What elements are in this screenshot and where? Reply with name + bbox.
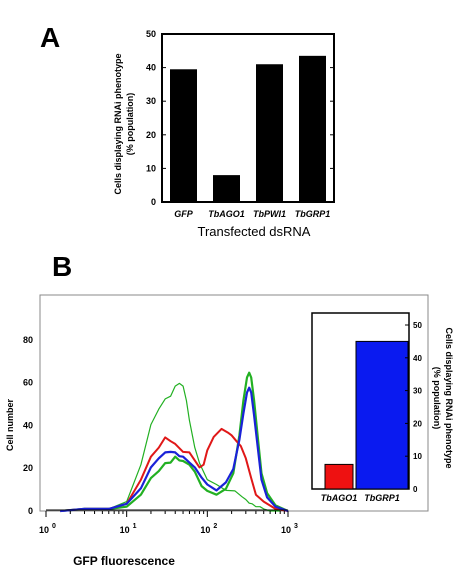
panel-a-bars	[170, 55, 326, 203]
y-tick-label: 60	[23, 378, 33, 388]
panel-a-xlabel: Transfected dsRNA	[198, 224, 311, 239]
x-tick-exponent: 2	[213, 523, 217, 530]
histogram-series-3	[60, 386, 289, 513]
y-tick-label: 50	[146, 29, 156, 39]
inset-bars	[324, 340, 409, 490]
x-tick-label: GFP	[174, 209, 193, 219]
panel-a-ylabel-line1: Cells displaying RNAi phenotype	[113, 53, 123, 194]
inset-y-tick-label: 50	[413, 321, 422, 330]
histogram-series-2	[60, 427, 289, 512]
panel-a-x-tick-labels: GFP TbAGO1 TbPWI1 TbGRP1	[174, 209, 330, 219]
panel-a-label: A	[40, 22, 60, 53]
inset-y-tick-label: 40	[413, 354, 422, 363]
bar-tbago1	[213, 175, 240, 202]
inset-ylabel-line2: (% population)	[432, 367, 442, 430]
bar-tbpwi1	[256, 64, 283, 203]
bar-tbgrp1	[299, 55, 326, 203]
histogram-series-0	[60, 382, 281, 512]
panel-b-plot-frame	[39, 294, 429, 512]
x-tick-label: TbPWI1	[253, 209, 286, 219]
inset-y-tick-label: 20	[413, 419, 422, 428]
inset-x-tick-label: TbAGO1	[321, 493, 358, 503]
y-tick-label: 30	[146, 96, 156, 106]
y-tick-label: 40	[23, 420, 33, 430]
x-tick-exponent: 3	[294, 523, 298, 530]
x-tick-label: 10	[39, 525, 49, 535]
y-tick-label: 10	[146, 163, 156, 173]
inset-y-tick-label: 10	[413, 452, 422, 461]
x-tick-exponent: 1	[133, 523, 137, 530]
inset-x-tick-labels: TbAGO1 TbGRP1	[321, 493, 400, 503]
inset-x-tick-label: TbGRP1	[364, 493, 400, 503]
panel-a-plot-frame	[161, 33, 335, 203]
panel-b-xlabel: GFP fluorescence	[73, 554, 175, 568]
x-tick-label: TbGRP1	[295, 209, 331, 219]
x-tick-label: TbAGO1	[208, 209, 245, 219]
bar-gfp	[170, 69, 197, 202]
y-tick-label: 0	[151, 197, 156, 207]
histogram-series-1	[60, 371, 289, 513]
panel-b-y-axis: 0 20 40 60 80	[23, 335, 33, 516]
inset-y-tick-label: 30	[413, 387, 422, 396]
y-tick-label: 20	[23, 463, 33, 473]
x-tick-label: 10	[281, 525, 291, 535]
panel-a: A Cells displaying RNAi phenotype (% pop…	[40, 22, 335, 239]
y-tick-label: 0	[28, 506, 33, 516]
x-tick-exponent: 0	[52, 523, 56, 530]
inset-chart: 0 10 20 30 40 50 TbAGO1 TbGRP1 Cells displayin…	[311, 312, 454, 503]
x-tick-label: 10	[200, 525, 210, 535]
panel-b-ylabel: Cell number	[5, 399, 15, 452]
panel-a-ylabel-line2: (% population)	[125, 93, 135, 156]
inset-ylabel-line1: Cells displaying RNAi phenotype	[444, 327, 454, 468]
y-tick-label: 80	[23, 335, 33, 345]
inset-y-axis: 0 10 20 30 40 50	[405, 321, 422, 494]
inset-bar-tbago1	[324, 463, 354, 490]
inset-bar-tbgrp1	[355, 340, 409, 490]
panel-b-histogram-lines	[46, 371, 289, 513]
panel-b-label: B	[52, 251, 72, 282]
inset-y-tick-label: 0	[413, 485, 418, 494]
y-tick-label: 20	[146, 130, 156, 140]
x-tick-label: 10	[120, 525, 130, 535]
y-tick-label: 40	[146, 63, 156, 73]
panel-b-x-axis: 10 0 10 1 10 2 10 3	[39, 511, 298, 535]
